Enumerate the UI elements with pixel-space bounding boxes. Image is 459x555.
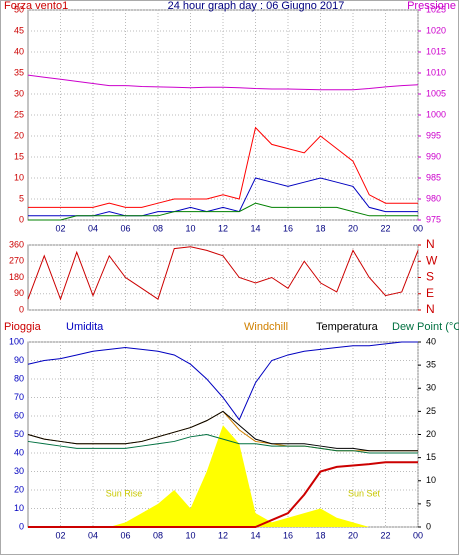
y2-tick-label: 30: [426, 383, 436, 393]
y-tick-label: 0: [19, 304, 24, 314]
y-tick-label: 45: [14, 25, 24, 35]
y2-tick-label: 20: [426, 429, 436, 439]
y-tick-label: 90: [14, 288, 24, 298]
series-line: [28, 202, 418, 221]
y-tick-label: 50: [14, 429, 24, 439]
series-line: [27, 341, 418, 421]
y2-tick-label: 980: [426, 193, 441, 203]
x-tick-label: 20: [348, 530, 358, 540]
x-tick-label: 10: [185, 223, 195, 233]
y2-tick-label: E: [426, 286, 434, 300]
y-tick-label: 30: [14, 88, 24, 98]
y2-tick-label: 1010: [426, 67, 446, 77]
y2-tick-label: N: [426, 237, 435, 251]
x-tick-label: 14: [250, 530, 260, 540]
y-tick-label: 90: [14, 355, 24, 365]
x-tick-label: 12: [218, 223, 228, 233]
y2-axis-label: Pressione: [407, 0, 456, 12]
series-line: [27, 410, 418, 452]
y-tick-label: 40: [14, 46, 24, 56]
x-tick-label: 16: [283, 530, 293, 540]
y2-tick-label: 1015: [426, 46, 446, 56]
x-tick-label: 02: [55, 530, 65, 540]
y-tick-label: 270: [9, 256, 24, 266]
rain-area: [28, 425, 418, 527]
y-tick-label: 60: [14, 410, 24, 420]
y2-tick-label: 40: [426, 336, 436, 346]
y-tick-label: 70: [14, 392, 24, 402]
y2-tick-label: 35: [426, 360, 436, 370]
legend-entry: Windchill: [244, 321, 288, 333]
y-tick-label: 10: [14, 172, 24, 182]
series-line: [27, 246, 419, 301]
annotation: Sun Rise: [106, 488, 143, 498]
legend-entry: Temperatura: [316, 321, 379, 333]
y-tick-label: 100: [9, 336, 24, 346]
y2-tick-label: 5: [426, 498, 431, 508]
y2-tick-label: S: [426, 270, 434, 284]
x-tick-label: 00: [413, 223, 423, 233]
y-tick-label: 0: [19, 214, 24, 224]
x-tick-label: 20: [348, 223, 358, 233]
x-tick-label: 18: [315, 223, 325, 233]
annotation: Sun Set: [348, 488, 381, 498]
series-line: [27, 433, 418, 454]
x-tick-label: 08: [153, 223, 163, 233]
y-tick-label: 40: [14, 447, 24, 457]
y-tick-label: 80: [14, 373, 24, 383]
y2-tick-label: 1020: [426, 25, 446, 35]
x-tick-label: 14: [250, 223, 260, 233]
y-tick-label: 50: [14, 4, 24, 14]
x-tick-label: 04: [88, 530, 98, 540]
y-tick-label: 10: [14, 503, 24, 513]
series-line: [28, 461, 418, 528]
x-tick-label: 10: [185, 530, 195, 540]
y2-tick-label: N: [426, 302, 435, 316]
x-tick-label: 12: [218, 530, 228, 540]
y2-tick-label: 985: [426, 172, 441, 182]
x-tick-label: 08: [153, 530, 163, 540]
y-tick-label: 20: [14, 484, 24, 494]
y2-tick-label: 15: [426, 452, 436, 462]
x-tick-label: 22: [380, 223, 390, 233]
y-axis-label: Forza vento1: [4, 0, 68, 12]
y2-tick-label: 0: [426, 521, 431, 531]
legend-entry: Pioggia: [4, 321, 42, 333]
y2-tick-label: 1025: [426, 4, 446, 14]
y2-tick-label: 10: [426, 475, 436, 485]
series-line: [27, 74, 419, 91]
y2-tick-label: W: [426, 253, 438, 267]
y2-tick-label: 1005: [426, 88, 446, 98]
chart-title: 24 hour graph day : 06 Giugno 2017: [168, 0, 345, 12]
x-tick-label: 02: [55, 223, 65, 233]
legend-entry: Dew Point (°C: [392, 321, 459, 333]
x-tick-label: 16: [283, 223, 293, 233]
y2-tick-label: 1000: [426, 109, 446, 119]
y-tick-label: 30: [14, 466, 24, 476]
y2-tick-label: 990: [426, 151, 441, 161]
y2-tick-label: 975: [426, 214, 441, 224]
y-tick-label: 180: [9, 272, 24, 282]
y-tick-label: 0: [19, 521, 24, 531]
y2-tick-label: 25: [426, 406, 436, 416]
y2-tick-label: 995: [426, 130, 441, 140]
y-tick-label: 5: [19, 193, 24, 203]
x-tick-label: 00: [413, 530, 423, 540]
y-tick-label: 25: [14, 109, 24, 119]
series-line: [28, 126, 418, 208]
x-tick-label: 06: [120, 530, 130, 540]
x-tick-label: 06: [120, 223, 130, 233]
x-tick-label: 22: [380, 530, 390, 540]
y-tick-label: 35: [14, 67, 24, 77]
y-tick-label: 15: [14, 151, 24, 161]
legend-entry: Umidita: [66, 321, 104, 333]
x-tick-label: 18: [315, 530, 325, 540]
x-tick-label: 04: [88, 223, 98, 233]
y-tick-label: 20: [14, 130, 24, 140]
y-tick-label: 360: [9, 239, 24, 249]
